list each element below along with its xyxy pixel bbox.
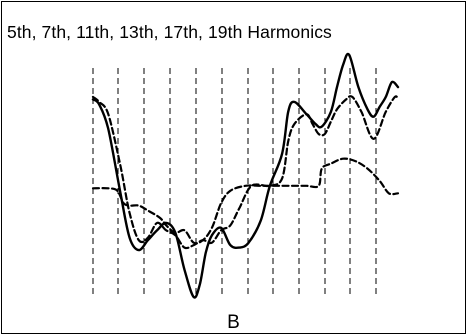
waveform-dashed-3 — [91, 157, 400, 245]
waveform-dashed-2 — [91, 95, 400, 250]
figure-title: 5th, 7th, 11th, 13th, 17th, 19th Harmoni… — [7, 22, 332, 42]
waveform-curves — [91, 52, 400, 299]
waveform-solid-1 — [91, 52, 400, 299]
figure-caption: B — [227, 312, 240, 333]
vertical-gridlines — [92, 68, 377, 297]
